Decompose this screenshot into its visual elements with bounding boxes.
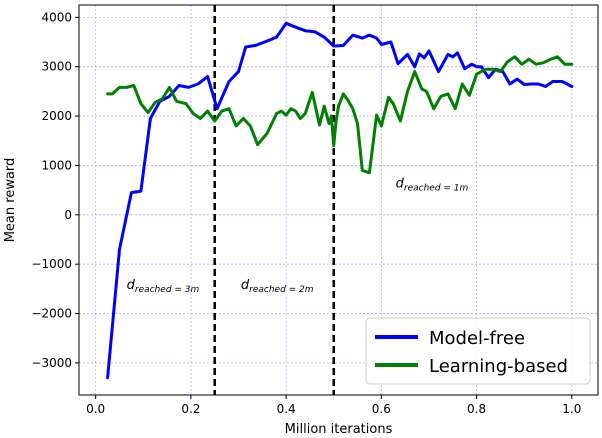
x-tick-label: 0.0 — [86, 402, 105, 416]
region-annotation: dreached = 2m — [241, 278, 314, 295]
axis-ticks: 0.0 0.2 0.4 0.6 0.8 1.0 −3000 −2000 −1000 0 1000 20… — [31, 10, 581, 416]
legend-label: Learning-based — [429, 356, 568, 377]
y-tick-label: 3000 — [41, 60, 72, 74]
series-line-learning-based — [106, 55, 574, 175]
x-axis-label: Million iterations — [285, 422, 393, 437]
x-tick-label: 0.2 — [181, 402, 200, 416]
region-annotation: dreached = 3m — [127, 278, 200, 295]
x-tick-label: 0.8 — [467, 402, 486, 416]
legend-box — [365, 317, 591, 385]
plot-frame — [78, 4, 599, 396]
y-tick-label: 2000 — [41, 109, 72, 123]
y-tick-label: −2000 — [31, 307, 72, 321]
x-tick-label: 1.0 — [562, 402, 581, 416]
y-axis-label: Mean reward — [3, 158, 18, 243]
legend-label: Model-free — [429, 328, 525, 349]
annotations: dreached = 3m dreached = 2m dreached = 1m — [127, 177, 469, 295]
y-tick-label: 0 — [64, 208, 72, 222]
milestone-lines — [213, 5, 335, 395]
legend: Model-free Learning-based — [365, 317, 591, 385]
y-tick-label: 4000 — [41, 10, 72, 24]
y-tick-label: −3000 — [31, 356, 72, 370]
region-annotation: dreached = 1m — [396, 177, 469, 194]
y-tick-label: −1000 — [31, 257, 72, 271]
x-tick-label: 0.4 — [277, 402, 296, 416]
x-tick-label: 0.6 — [372, 402, 391, 416]
y-tick-label: 1000 — [41, 158, 72, 172]
series-lines — [106, 21, 574, 380]
